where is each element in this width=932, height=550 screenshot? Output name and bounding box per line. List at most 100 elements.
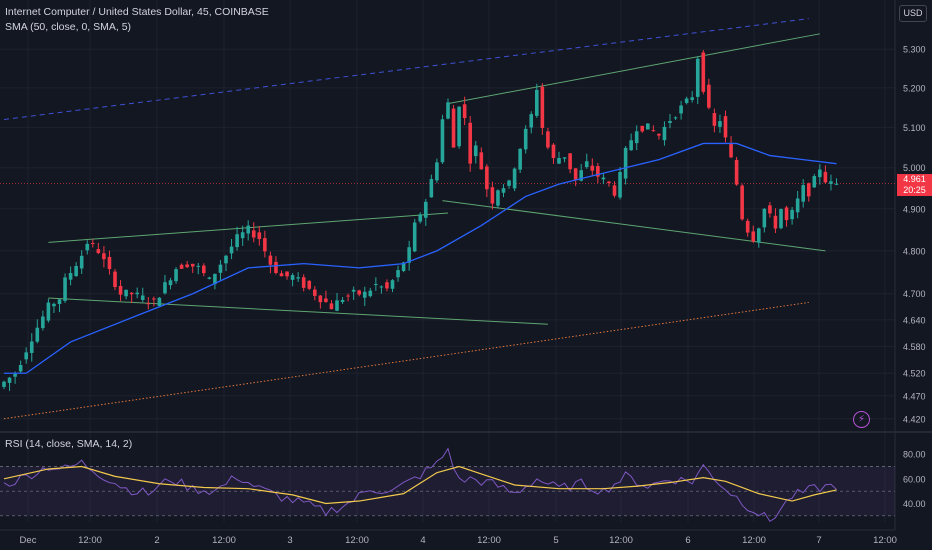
candle-body: [557, 157, 561, 164]
candle-body: [579, 170, 583, 181]
candle-body: [296, 277, 300, 279]
candle-body: [712, 113, 717, 126]
candle-body: [185, 264, 189, 268]
price-tick-label: 5.100: [903, 123, 926, 133]
sma-legend[interactable]: SMA (50, close, 0, SMA, 5): [5, 21, 132, 33]
candle-body: [146, 303, 151, 305]
candle-body: [457, 106, 461, 147]
rsi-line: [3, 447, 837, 523]
candle-body: [823, 171, 828, 183]
candle-body: [535, 89, 539, 116]
time-tick-label: 7: [816, 535, 821, 546]
candle-body: [618, 171, 622, 198]
chart-grid: [0, 0, 895, 522]
price-tick-label: 4.700: [903, 289, 926, 299]
trend-line: [447, 33, 820, 105]
candle-body: [623, 147, 628, 179]
time-tick-label: 4: [420, 535, 425, 546]
candle-body: [235, 234, 239, 248]
candle-body: [79, 255, 84, 269]
candle-body: [329, 303, 334, 310]
candle-body: [429, 179, 434, 198]
candle-body: [762, 208, 767, 228]
candle-body: [490, 187, 495, 204]
candle-body: [52, 303, 56, 307]
candle-body: [401, 262, 406, 271]
price-tick-label: 4.580: [903, 342, 926, 352]
candle-body: [229, 246, 234, 254]
currency-button[interactable]: USD: [899, 5, 927, 22]
candle-body: [834, 183, 839, 185]
candle-body: [812, 176, 817, 188]
candle-body: [690, 97, 694, 100]
time-tick-label: 12:00: [477, 535, 501, 546]
candles: [2, 50, 839, 391]
candle-body: [734, 159, 739, 185]
candle-body: [673, 117, 678, 119]
candle-body: [784, 207, 789, 221]
sma-line: [4, 142, 837, 374]
rsi-legend[interactable]: RSI (14, close, SMA, 14, 2): [5, 438, 133, 450]
candle-body: [163, 282, 167, 294]
candle-body: [390, 280, 395, 289]
candle-body: [568, 153, 572, 170]
candle-body: [385, 282, 389, 289]
candle-body: [96, 249, 101, 254]
price-tick-label: 5.300: [903, 45, 926, 55]
candle-body: [251, 230, 256, 238]
candle-body: [46, 302, 51, 321]
candle-body: [91, 243, 95, 245]
time-tick-label: 12:00: [78, 535, 102, 546]
candle-body: [290, 275, 295, 280]
candle-body: [2, 381, 6, 387]
candle-body: [468, 122, 472, 164]
candle-body: [324, 298, 328, 302]
candle-body: [13, 374, 17, 377]
lightning-bolt-icon[interactable]: ⚡: [853, 411, 870, 428]
candle-body: [773, 215, 778, 229]
candle-body: [418, 214, 423, 222]
candle-body: [612, 185, 617, 196]
time-tick-label: 12:00: [345, 535, 369, 546]
candle-body: [829, 181, 833, 184]
candle-body: [679, 105, 683, 114]
candle-body: [41, 316, 45, 329]
last-price-tag: 4.961 20:25: [897, 174, 932, 196]
candle-body: [462, 104, 467, 119]
candle-body: [634, 131, 639, 144]
candle-body: [473, 145, 478, 157]
candle-body: [496, 190, 500, 206]
candle-body: [362, 291, 367, 298]
candle-body: [124, 289, 128, 297]
candle-body: [346, 295, 350, 297]
rsi-tick-label: 60.00: [903, 474, 926, 484]
candle-body: [646, 123, 650, 130]
candle-body: [107, 256, 112, 270]
candle-body: [501, 188, 506, 193]
candle-body: [440, 119, 445, 163]
candle-body: [74, 265, 78, 277]
candle-body: [285, 271, 289, 277]
candle-body: [263, 238, 267, 252]
sma-path: [4, 142, 837, 374]
candle-body: [274, 261, 278, 273]
candle-body: [607, 181, 611, 184]
candle-body: [668, 121, 672, 123]
candle-body: [357, 290, 361, 295]
candle-body: [179, 264, 184, 269]
candle-body: [157, 297, 162, 307]
candle-body: [340, 299, 345, 302]
candle-body: [102, 253, 106, 260]
candle-body: [485, 166, 489, 190]
time-tick-label: Dec: [20, 535, 37, 546]
candle-body: [313, 289, 317, 296]
candle-body: [507, 180, 511, 186]
candle-body: [118, 285, 123, 295]
candle-body: [779, 209, 783, 229]
candle-body: [729, 144, 733, 158]
candle-body: [113, 271, 117, 288]
candle-body: [662, 126, 667, 141]
candle-body: [190, 263, 195, 267]
candle-body: [601, 177, 606, 180]
